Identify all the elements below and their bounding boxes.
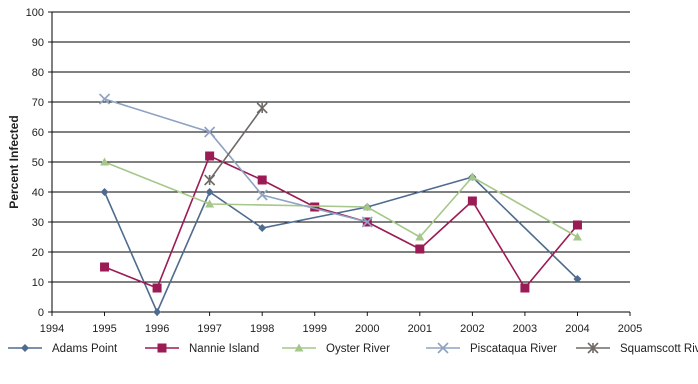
y-tick-label: 80 xyxy=(32,67,44,79)
data-point xyxy=(98,93,111,105)
legend-item: Piscataqua River xyxy=(426,342,557,355)
data-point xyxy=(415,244,425,254)
y-axis-title: Percent Infected xyxy=(7,115,21,208)
data-point xyxy=(572,232,582,241)
data-point xyxy=(256,102,268,114)
legend-swatch-marker xyxy=(294,343,304,352)
x-tick-label: 1998 xyxy=(250,323,274,335)
y-tick-label: 100 xyxy=(26,7,44,19)
x-tick-label: 1999 xyxy=(302,323,326,335)
series-line xyxy=(104,161,578,239)
axes xyxy=(48,11,631,316)
y-tick-label: 20 xyxy=(32,247,44,259)
data-point xyxy=(205,188,214,196)
data-point xyxy=(100,188,109,196)
legend-label: Piscataqua River xyxy=(470,343,557,355)
data-point xyxy=(256,189,268,201)
data-point xyxy=(573,275,582,283)
data-point xyxy=(204,174,216,186)
legend-swatch-marker xyxy=(587,342,599,354)
data-point xyxy=(153,308,162,316)
y-tick-label: 60 xyxy=(32,127,44,139)
data-point xyxy=(467,172,477,181)
plot-series xyxy=(98,93,582,316)
x-tick-label: 2002 xyxy=(460,323,484,335)
series-piscataqua-river xyxy=(98,93,373,228)
data-point xyxy=(415,232,425,241)
x-tick-label: 2000 xyxy=(355,323,379,335)
legend-swatch-marker xyxy=(21,344,29,352)
y-tick-label: 0 xyxy=(38,307,44,319)
series-squamscott-river xyxy=(204,102,268,186)
data-point xyxy=(100,262,110,272)
data-point xyxy=(204,126,216,138)
series-adams-point xyxy=(100,173,582,316)
gridlines xyxy=(52,11,630,283)
legend-label: Adams Point xyxy=(52,343,118,355)
y-tick-labels: 0 10 20 30 40 50 60 70 80 90 100 xyxy=(26,7,44,319)
series-line xyxy=(208,107,263,181)
legend-item: Nannie Island xyxy=(145,343,259,355)
legend-item: Adams Point xyxy=(8,343,118,355)
legend-label: Squamscott River xyxy=(620,343,698,355)
y-tick-label: 10 xyxy=(32,277,44,289)
data-point xyxy=(362,202,372,211)
data-point xyxy=(572,220,582,230)
data-point xyxy=(152,283,162,293)
legend-item: Oyster River xyxy=(282,343,390,355)
data-point xyxy=(467,196,477,206)
x-tick-label: 1995 xyxy=(92,323,116,335)
y-tick-label: 70 xyxy=(32,97,44,109)
data-point xyxy=(257,175,267,185)
legend-item: Squamscott River xyxy=(576,342,698,355)
legend: Adams Point Nannie Island Oyster River Pisc… xyxy=(8,342,698,355)
legend-label: Nannie Island xyxy=(189,343,259,355)
x-tick-label: 1997 xyxy=(197,323,221,335)
data-point xyxy=(520,283,530,293)
data-point xyxy=(310,202,320,212)
y-tick-label: 40 xyxy=(32,187,44,199)
legend-swatch-marker xyxy=(157,343,167,353)
data-point xyxy=(100,157,110,166)
data-point xyxy=(258,224,267,232)
y-tick-label: 50 xyxy=(32,157,44,169)
legend-swatch-marker xyxy=(437,342,449,354)
data-point xyxy=(205,151,215,161)
x-tick-label: 2005 xyxy=(618,323,642,335)
x-tick-label: 1996 xyxy=(145,323,169,335)
y-tick-label: 90 xyxy=(32,37,44,49)
legend-label: Oyster River xyxy=(326,343,390,355)
x-tick-label: 1994 xyxy=(40,323,64,335)
x-tick-labels: 1994 1995 1996 1997 1998 1999 2000 2001 2002 2003… xyxy=(40,323,642,335)
x-tick-label: 2004 xyxy=(565,323,589,335)
series-line xyxy=(104,98,368,223)
y-tick-label: 30 xyxy=(32,217,44,229)
data-point xyxy=(361,216,373,228)
x-tick-label: 2003 xyxy=(513,323,537,335)
data-point xyxy=(205,199,215,208)
series-oyster-river xyxy=(100,157,582,241)
x-tick-label: 2001 xyxy=(408,323,432,335)
